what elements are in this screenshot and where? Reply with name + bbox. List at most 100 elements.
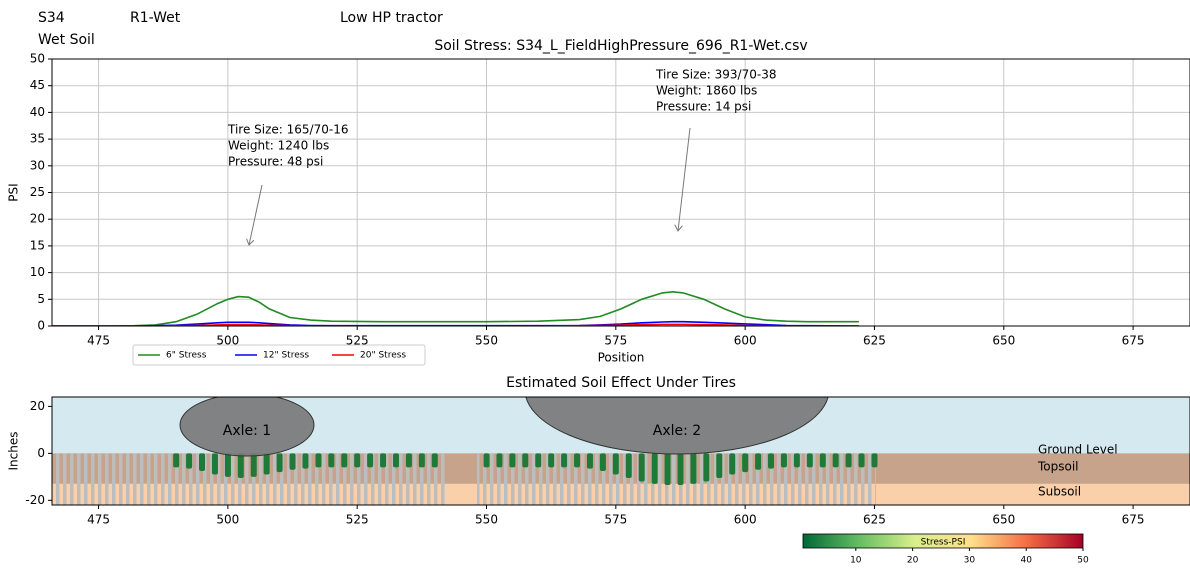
stress-bar <box>742 453 749 473</box>
y-tick-label: 0 <box>37 319 45 333</box>
x-tick-label: 550 <box>475 334 498 348</box>
x-tick-label: 475 <box>87 513 110 527</box>
annotation-text: Weight: 1240 lbs <box>228 139 329 153</box>
stress-bar <box>768 453 775 469</box>
header-cell: R1-Wet <box>130 10 181 26</box>
x-tick-label: 575 <box>604 513 627 527</box>
stress-bar <box>186 453 193 469</box>
chart-title: Estimated Soil Effect Under Tires <box>506 375 736 391</box>
axle <box>525 397 829 455</box>
axle <box>179 397 315 457</box>
annotation-arrow <box>249 184 263 245</box>
colorbar-tick-label: 10 <box>850 556 862 566</box>
y-tick-label: 20 <box>30 212 45 226</box>
stress-bar <box>586 453 593 469</box>
stress-bar <box>729 453 736 475</box>
stress-bar <box>832 453 839 468</box>
stress-bar <box>328 453 335 468</box>
x-tick-label: 525 <box>346 513 369 527</box>
x-tick-label: 500 <box>216 513 239 527</box>
y-tick-label: 35 <box>30 132 45 146</box>
stress-bar <box>716 453 723 478</box>
stress-bar <box>703 453 710 482</box>
stress-bar <box>276 453 283 473</box>
stress-bar <box>664 453 671 486</box>
y-tick-label: 25 <box>30 185 45 199</box>
colorbar-tick-label: 40 <box>1020 556 1032 566</box>
axle-label: Axle: 1 <box>223 423 271 439</box>
stress-bar <box>199 453 206 471</box>
stress-bar <box>612 453 619 475</box>
layer-label: Ground Level <box>1038 443 1118 457</box>
stress-bar <box>574 453 581 468</box>
colorbar <box>802 533 1084 549</box>
stress-bar <box>535 453 542 468</box>
colorbar-label: Stress-PSI <box>921 538 966 548</box>
x-tick-label: 525 <box>346 334 369 348</box>
axes-frame <box>51 396 1190 506</box>
y-tick-label: 20 <box>30 399 45 413</box>
plot-area <box>52 290 859 326</box>
stress-bar <box>263 453 270 475</box>
stress-bar <box>677 453 684 486</box>
annotation-arrow <box>678 127 691 231</box>
y-tick-label: -20 <box>25 493 45 507</box>
annotation-text: Weight: 1860 lbs <box>656 84 757 98</box>
x-tick-label: 675 <box>1122 513 1145 527</box>
stress-bar <box>483 453 490 468</box>
stress-bar <box>638 453 645 482</box>
stress-bar <box>509 453 516 468</box>
stress-bar <box>341 453 348 468</box>
annotation-text: Pressure: 48 psi <box>228 155 323 169</box>
stress-bar <box>211 453 218 475</box>
line-series <box>52 290 859 326</box>
stress-bar <box>173 453 180 468</box>
y-axis-label: PSI <box>7 183 21 201</box>
stress-bar <box>302 453 309 469</box>
legend-label: 12" Stress <box>263 351 309 361</box>
stress-bar <box>237 453 244 478</box>
stress-bar <box>367 453 374 468</box>
stress-bar <box>250 453 257 477</box>
stress-bar <box>289 453 296 470</box>
y-tick-label: 45 <box>30 78 45 92</box>
tread-stripes <box>52 453 446 505</box>
x-tick-label: 575 <box>604 334 627 348</box>
legend-label: 20" Stress <box>360 351 406 361</box>
y-tick-label: 15 <box>30 238 45 252</box>
y-tick-label: 5 <box>37 292 45 306</box>
annotation-text: Tire Size: 393/70-38 <box>655 68 776 82</box>
colorbar-tick-label: 30 <box>964 556 976 566</box>
layer-label: Topsoil <box>1037 460 1079 474</box>
stress-bar <box>418 453 425 468</box>
annotation-text: Tire Size: 165/70-16 <box>227 123 348 137</box>
stress-bar <box>522 453 529 468</box>
stress-bar <box>651 453 658 484</box>
layer-label: Subsoil <box>1038 485 1081 499</box>
y-tick-label: 30 <box>30 158 45 172</box>
stress-bar <box>806 453 813 468</box>
stress-bar <box>780 453 787 468</box>
legend-box <box>132 344 426 366</box>
axes-frame <box>51 58 1190 327</box>
y-tick-label: 0 <box>37 446 45 460</box>
y-tick-label: 50 <box>30 52 45 66</box>
x-tick-label: 650 <box>992 513 1015 527</box>
stress-bar <box>599 453 606 471</box>
stress-bar <box>496 453 503 468</box>
colorbar-tick-label: 50 <box>1077 556 1089 566</box>
stress-bar <box>392 453 399 468</box>
y-tick-label: 10 <box>30 265 45 279</box>
x-tick-label: 500 <box>216 334 239 348</box>
stress-bar <box>315 453 322 468</box>
stress-bar <box>819 453 826 468</box>
stress-bar <box>548 453 555 468</box>
y-axis-label: Inches <box>7 432 21 471</box>
x-tick-label: 625 <box>863 334 886 348</box>
stress-bar <box>871 453 878 468</box>
x-tick-label: 675 <box>1122 334 1145 348</box>
annotation-text: Pressure: 14 psi <box>656 100 751 114</box>
stress-bar <box>755 453 762 470</box>
x-tick-label: 600 <box>734 513 757 527</box>
